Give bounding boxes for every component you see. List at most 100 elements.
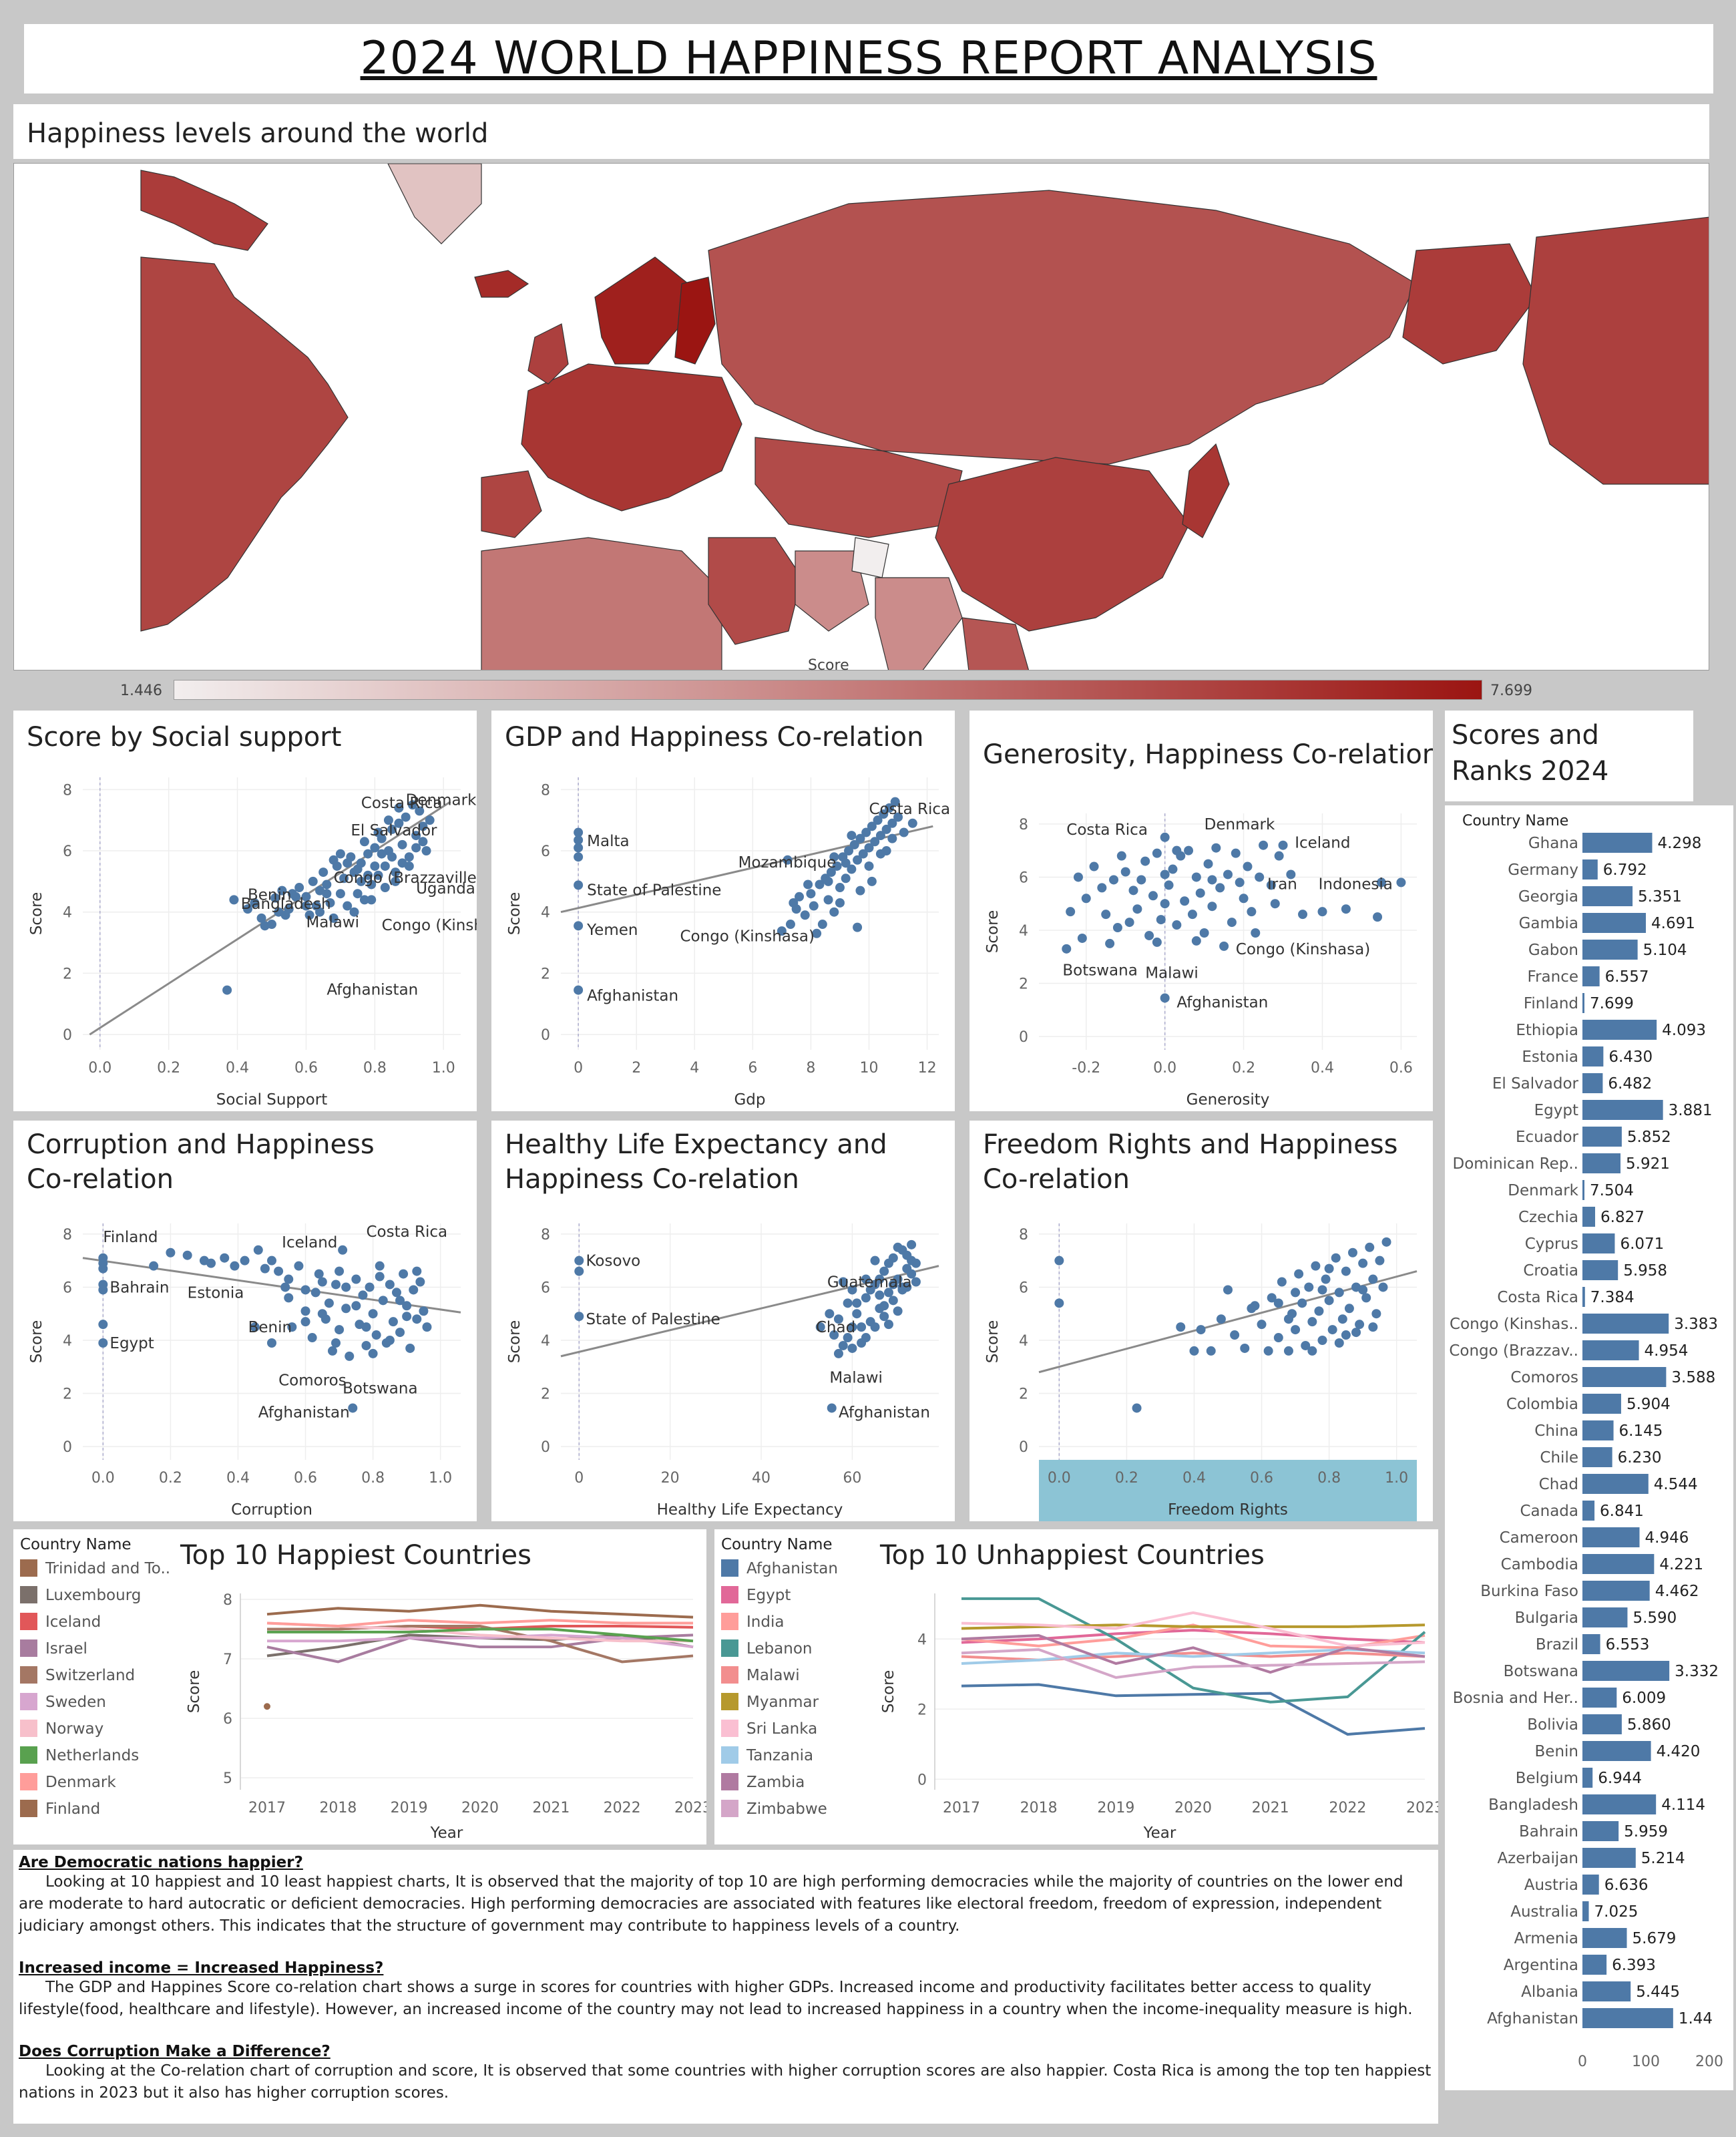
gen-ytick-label: 2 (1019, 976, 1028, 993)
life-point (893, 1242, 903, 1252)
gen-xtick-label: 0.6 (1389, 1060, 1413, 1077)
corr-scatter[interactable]: 0.0 0.2 0.4 0.6 0.8 1.0 0 2 4 6 8 Finland Iceland Cos… (13, 1214, 477, 1521)
map-header-panel: Happiness levels around the world (13, 104, 1709, 159)
gdp-point (823, 876, 833, 886)
free-point (1307, 1317, 1317, 1327)
life-point (870, 1255, 880, 1266)
life-point (838, 1340, 848, 1350)
corr-point (284, 1274, 294, 1284)
title-panel: 2024 WORLD HAPPINESS REPORT ANALYSIS (24, 24, 1713, 93)
social-point (270, 893, 280, 903)
note-corruption-body: Looking at the Co-relation chart of corr… (19, 2062, 1432, 2102)
ranks-country-label: Costa Rica (1497, 1289, 1578, 1306)
gdp-xtick-label: 4 (690, 1060, 699, 1077)
map-region-north-america (140, 256, 349, 632)
corr-point (341, 1282, 351, 1292)
gen-point-label: Costa Rica (1066, 821, 1148, 839)
ranks-bar-chart[interactable]: Country Name Ghana 4.298 Germany 6.792 Georgi… (1445, 805, 1733, 2090)
unhappy-line-chart[interactable]: Country Name Afghanistan Egypt India Lebanon… (714, 1529, 1438, 1844)
happy-xtick-label: 2018 (319, 1800, 357, 1816)
free-point (1273, 1298, 1283, 1308)
ranks-title: Scores and Ranks 2024 (1452, 720, 1609, 787)
social-point (356, 876, 366, 886)
ranks-country-label: Austria (1524, 1877, 1578, 1894)
ranks-score-label: 5.959 (1624, 1823, 1668, 1840)
unhappy-legend-swatch (721, 1586, 738, 1603)
notes-panel: Are Democratic nations happier? Looking … (13, 1850, 1438, 2124)
corr-point-label: Afghanistan (258, 1404, 350, 1421)
corr-point-label: Estonia (188, 1284, 244, 1302)
free-scatter[interactable]: 0.0 0.2 0.4 0.6 0.8 1.0 0 2 4 6 8 Freedom Rights Sco… (969, 1214, 1433, 1521)
corr-point (307, 1333, 317, 1343)
happy-legend-label: Israel (45, 1640, 87, 1658)
social-xtick-label: 0.2 (157, 1060, 180, 1077)
gdp-xaxis-label: Gdp (734, 1091, 765, 1109)
social-point (343, 901, 353, 911)
ranks-score-label: 3.588 (1671, 1369, 1715, 1386)
gen-scatter[interactable]: -0.2 0.0 0.2 0.4 0.6 0 2 4 6 8 Costa Rica Denmark Ic… (969, 804, 1433, 1111)
free-xtick-label: 0.0 (1048, 1470, 1071, 1487)
unhappy-series-line (961, 1597, 1426, 1704)
happy-xtick-label: 2020 (461, 1800, 499, 1816)
life-point (902, 1282, 912, 1292)
social-point (280, 910, 290, 920)
ranks-header-panel: Scores and Ranks 2024 (1445, 711, 1693, 801)
happy-panel: Country Name Trinidad and To.. Luxembourg I… (13, 1529, 706, 1844)
ranks-score-label: 4.114 (1661, 1796, 1705, 1814)
free-xtick-label: 0.6 (1250, 1470, 1273, 1487)
ranks-country-label: Bahrain (1519, 1823, 1578, 1840)
ranks-score-label: 6.553 (1606, 1636, 1650, 1654)
life-yaxis-label: Score (506, 1320, 523, 1363)
gdp-ytick-label: 4 (541, 905, 550, 922)
gen-point (1247, 907, 1257, 917)
corr-point (300, 1285, 310, 1295)
social-point (250, 898, 260, 908)
free-point (1347, 1247, 1357, 1257)
corr-point (267, 1255, 276, 1266)
free-point (1257, 1320, 1267, 1330)
ranks-bar (1582, 940, 1638, 960)
gdp-point (879, 809, 889, 819)
free-point (1301, 1340, 1311, 1350)
free-point (1277, 1277, 1287, 1287)
ranks-panel[interactable]: Country Name Ghana 4.298 Germany 6.792 Georgi… (1445, 805, 1733, 2090)
ranks-country-label: Azerbaijan (1497, 1850, 1578, 1867)
free-point (1230, 1330, 1240, 1340)
gdp-ytick-label: 8 (541, 782, 550, 799)
corr-point-label: Benin (248, 1319, 292, 1336)
map-panel[interactable] (13, 163, 1709, 670)
happy-chart-title: Top 10 Happiest Countries (180, 1540, 531, 1571)
note-income: Increased income = Increased Happiness? … (19, 1959, 1433, 2021)
unhappy-legend-swatch (721, 1773, 738, 1790)
gen-point (1191, 872, 1201, 882)
social-point (349, 907, 359, 917)
world-map[interactable] (14, 164, 1709, 670)
ranks-score-label: 5.590 (1633, 1609, 1677, 1627)
corr-point (284, 1293, 294, 1303)
life-point (870, 1322, 880, 1332)
free-point (1263, 1346, 1273, 1356)
corr-xtick-label: 0.6 (294, 1470, 317, 1487)
social-xtick-label: 0.8 (363, 1060, 387, 1077)
corr-point-label: Iceland (282, 1234, 337, 1251)
social-point (267, 920, 276, 930)
free-xtick-label: 1.0 (1385, 1470, 1408, 1487)
unhappy-legend-swatch (721, 1559, 738, 1577)
happy-xtick-label: 2017 (248, 1800, 286, 1816)
social-point (359, 895, 369, 905)
ranks-score-label: 5.104 (1643, 942, 1687, 959)
ranks-xtick-label: 100 (1632, 2054, 1660, 2070)
unhappy-ytick-label: 4 (917, 1631, 927, 1648)
gdp-point (849, 839, 859, 849)
gdp-point (574, 843, 584, 853)
corr-point (287, 1322, 297, 1332)
gen-point (1152, 848, 1162, 858)
life-scatter[interactable]: 0 20 40 60 0 2 4 6 8 Kosovo Guatemala State of Pale… (491, 1214, 955, 1521)
gdp-scatter[interactable]: 0 2 4 6 8 10 12 0 2 4 6 8 Costa Rica Malta Mozambique S… (491, 768, 955, 1111)
free-point (1365, 1242, 1375, 1252)
happy-line-chart[interactable]: Country Name Trinidad and To.. Luxembourg I… (13, 1529, 706, 1844)
social-point (363, 870, 373, 880)
corr-point (338, 1245, 348, 1255)
gdp-ytick-label: 0 (541, 1027, 550, 1044)
